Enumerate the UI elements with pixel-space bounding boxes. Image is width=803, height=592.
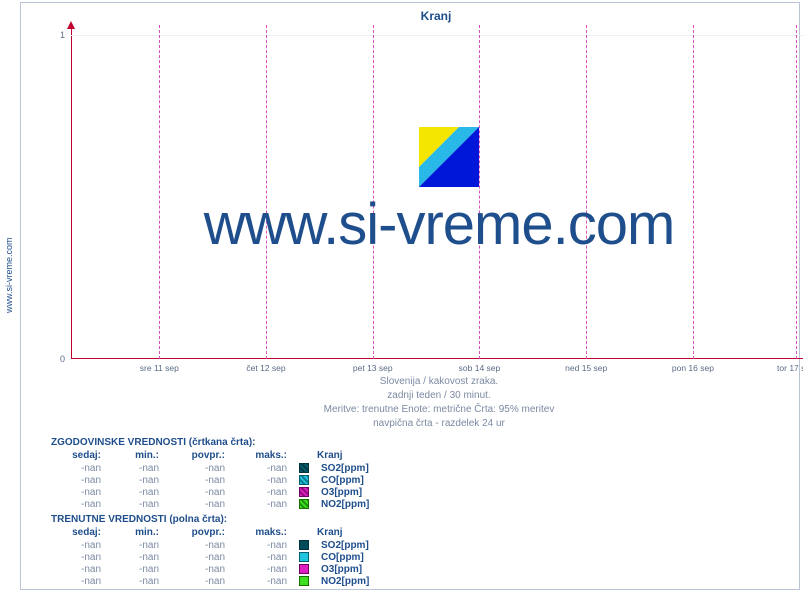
cell-min: -nan xyxy=(109,498,167,510)
historic-title: ZGODOVINSKE VREDNOSTI (črtkana črta): xyxy=(51,437,377,448)
cell-max: -nan xyxy=(233,539,295,551)
cell-avg: -nan xyxy=(167,563,233,575)
plot-area: 01sre 11 sepčet 12 seppet 13 sepsob 14 s… xyxy=(71,25,803,359)
series-swatch-icon xyxy=(299,463,309,473)
cell-min: -nan xyxy=(109,575,167,587)
swatch-cell xyxy=(295,462,317,474)
col-max: maks.: xyxy=(233,526,295,539)
series-name: NO2[ppm] xyxy=(317,575,377,587)
col-max: maks.: xyxy=(233,449,295,462)
table-row: -nan-nan-nan-nanSO2[ppm] xyxy=(51,462,377,474)
cell-max: -nan xyxy=(233,563,295,575)
table-row: -nan-nan-nan-nanNO2[ppm] xyxy=(51,498,377,510)
cell-avg: -nan xyxy=(167,498,233,510)
col-avg: povpr.: xyxy=(167,526,233,539)
swatch-cell xyxy=(295,563,317,575)
series-swatch-icon xyxy=(299,487,309,497)
col-min: min.: xyxy=(109,449,167,462)
series-swatch-icon xyxy=(299,540,309,550)
table-row: -nan-nan-nan-nanCO[ppm] xyxy=(51,474,377,486)
cell-max: -nan xyxy=(233,474,295,486)
caption-line: Meritve: trenutne Enote: metrične Črta: … xyxy=(71,403,803,417)
series-swatch-icon xyxy=(299,576,309,586)
cell-now: -nan xyxy=(51,575,109,587)
cell-now: -nan xyxy=(51,539,109,551)
series-name: O3[ppm] xyxy=(317,486,377,498)
col-now: sedaj: xyxy=(51,526,109,539)
swatch-cell xyxy=(295,551,317,563)
cell-avg: -nan xyxy=(167,575,233,587)
cell-now: -nan xyxy=(51,551,109,563)
series-swatch-icon xyxy=(299,564,309,574)
series-swatch-icon xyxy=(299,552,309,562)
series-swatch-icon xyxy=(299,499,309,509)
chart-frame: Kranj 01sre 11 sepčet 12 seppet 13 sepso… xyxy=(20,2,800,590)
current-title: TRENUTNE VREDNOSTI (polna črta): xyxy=(51,514,377,525)
series-name: CO[ppm] xyxy=(317,551,377,563)
col-location: Kranj xyxy=(295,526,377,539)
series-name: SO2[ppm] xyxy=(317,539,377,551)
historic-table: sedaj: min.: povpr.: maks.: Kranj -nan-n… xyxy=(51,449,377,510)
x-tick-label: ned 15 sep xyxy=(565,363,607,373)
x-tick-label: tor 17 sep xyxy=(777,363,803,373)
cell-avg: -nan xyxy=(167,539,233,551)
table-row: -nan-nan-nan-nanCO[ppm] xyxy=(51,551,377,563)
cell-max: -nan xyxy=(233,551,295,563)
col-now: sedaj: xyxy=(51,449,109,462)
cell-avg: -nan xyxy=(167,462,233,474)
chart-title: Kranj xyxy=(71,9,801,23)
swatch-cell xyxy=(295,474,317,486)
table-row: -nan-nan-nan-nanNO2[ppm] xyxy=(51,575,377,587)
cell-min: -nan xyxy=(109,474,167,486)
table-row: -nan-nan-nan-nanSO2[ppm] xyxy=(51,539,377,551)
cell-avg: -nan xyxy=(167,551,233,563)
swatch-cell xyxy=(295,575,317,587)
cell-min: -nan xyxy=(109,462,167,474)
table-row: -nan-nan-nan-nanO3[ppm] xyxy=(51,486,377,498)
col-location: Kranj xyxy=(295,449,377,462)
x-tick-label: čet 12 sep xyxy=(246,363,285,373)
site-label-vertical: www.si-vreme.com xyxy=(1,200,17,350)
cell-max: -nan xyxy=(233,498,295,510)
series-name: O3[ppm] xyxy=(317,563,377,575)
cell-max: -nan xyxy=(233,462,295,474)
swatch-cell xyxy=(295,486,317,498)
cell-max: -nan xyxy=(233,575,295,587)
current-table: sedaj: min.: povpr.: maks.: Kranj -nan-n… xyxy=(51,526,377,587)
cell-now: -nan xyxy=(51,563,109,575)
table-header-row: sedaj: min.: povpr.: maks.: Kranj xyxy=(51,449,377,462)
x-tick-label: sob 14 sep xyxy=(459,363,501,373)
y-tick-label: 1 xyxy=(60,30,65,40)
caption-line: Slovenija / kakovost zraka. xyxy=(71,375,803,389)
x-tick-label: sre 11 sep xyxy=(140,363,179,373)
cell-now: -nan xyxy=(51,462,109,474)
cell-min: -nan xyxy=(109,551,167,563)
y-tick-label: 0 xyxy=(60,354,65,364)
cell-min: -nan xyxy=(109,486,167,498)
chart-caption: Slovenija / kakovost zraka. zadnji teden… xyxy=(71,375,803,431)
cell-min: -nan xyxy=(109,563,167,575)
caption-line: zadnji teden / 30 minut. xyxy=(71,389,803,403)
swatch-cell xyxy=(295,539,317,551)
table-row: -nan-nan-nan-nanO3[ppm] xyxy=(51,563,377,575)
x-tick-label: pet 13 sep xyxy=(353,363,393,373)
col-min: min.: xyxy=(109,526,167,539)
cell-max: -nan xyxy=(233,486,295,498)
cell-now: -nan xyxy=(51,474,109,486)
cell-now: -nan xyxy=(51,498,109,510)
series-name: SO2[ppm] xyxy=(317,462,377,474)
series-name: CO[ppm] xyxy=(317,474,377,486)
cell-min: -nan xyxy=(109,539,167,551)
col-avg: povpr.: xyxy=(167,449,233,462)
x-tick-label: pon 16 sep xyxy=(672,363,714,373)
series-name: NO2[ppm] xyxy=(317,498,377,510)
cell-avg: -nan xyxy=(167,474,233,486)
swatch-cell xyxy=(295,498,317,510)
series-swatch-icon xyxy=(299,475,309,485)
cell-now: -nan xyxy=(51,486,109,498)
table-header-row: sedaj: min.: povpr.: maks.: Kranj xyxy=(51,526,377,539)
caption-line: navpična črta - razdelek 24 ur xyxy=(71,417,803,431)
data-tables: ZGODOVINSKE VREDNOSTI (črtkana črta): se… xyxy=(51,437,377,587)
cell-avg: -nan xyxy=(167,486,233,498)
